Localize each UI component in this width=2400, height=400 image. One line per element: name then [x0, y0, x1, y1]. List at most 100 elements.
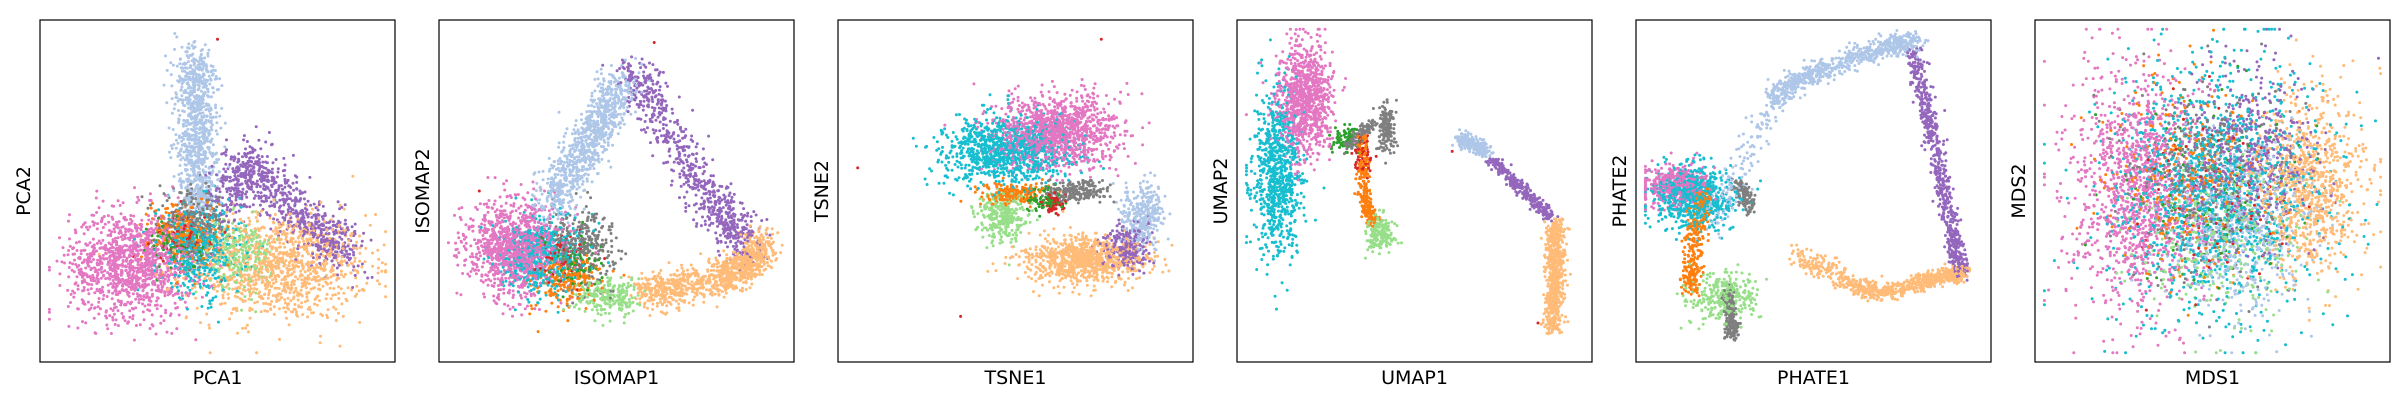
scatter-point: [189, 86, 193, 90]
scatter-point: [177, 246, 181, 250]
scatter-point: [281, 289, 285, 293]
scatter-point: [106, 233, 110, 237]
scatter-point: [222, 167, 226, 171]
scatter-point: [131, 292, 135, 296]
scatter-point: [187, 222, 191, 226]
scatter-point: [298, 192, 302, 196]
scatter-point: [174, 91, 178, 95]
scatter-point: [105, 323, 109, 327]
scatter-point: [213, 77, 217, 81]
scatter-point: [284, 259, 288, 263]
scatter-point: [258, 262, 262, 266]
scatter-point: [296, 236, 300, 240]
scatter-point: [116, 309, 120, 313]
scatter-point: [248, 309, 252, 312]
scatter-point: [286, 208, 290, 212]
scatter-point: [142, 295, 146, 299]
scatter-point: [147, 228, 151, 231]
scatter-point: [126, 228, 130, 232]
scatter-point: [364, 214, 368, 217]
scatter-point: [169, 250, 173, 254]
scatter-point: [133, 222, 137, 226]
scatter-point: [262, 302, 266, 305]
scatter-point: [227, 232, 231, 236]
scatter-point: [295, 214, 299, 218]
scatter-point: [277, 186, 281, 190]
scatter-point: [203, 133, 207, 137]
scatter-point: [256, 213, 260, 216]
scatter-point: [82, 232, 86, 236]
scatter-point: [324, 232, 328, 236]
scatter-point: [104, 277, 108, 281]
scatter-point: [102, 274, 105, 278]
scatter-point: [287, 264, 291, 268]
scatter-point: [276, 170, 280, 174]
scatter-point: [336, 311, 340, 315]
scatter-point: [181, 156, 185, 160]
scatter-point: [179, 66, 183, 70]
scatter-point: [230, 186, 234, 190]
scatter-point: [124, 230, 128, 234]
scatter-point: [350, 225, 354, 229]
scatter-point: [310, 260, 314, 264]
scatter-point: [335, 266, 339, 270]
scatter-point: [226, 187, 230, 191]
scatter-point: [339, 273, 343, 277]
scatter-point: [231, 167, 235, 171]
scatter-point: [200, 197, 203, 201]
scatter-point: [290, 280, 294, 284]
scatter-point: [217, 178, 221, 181]
scatter-point: [279, 184, 283, 188]
scatter-point: [326, 242, 330, 245]
scatter-point: [114, 277, 118, 281]
scatter-point: [130, 219, 134, 223]
scatter-point: [288, 287, 292, 291]
scatter-point: [197, 156, 201, 160]
scatter-point: [268, 281, 271, 284]
scatter-point: [197, 148, 201, 152]
scatter-point: [71, 247, 75, 251]
scatter-point: [193, 279, 197, 283]
scatter-point: [194, 273, 198, 277]
scatter-point: [181, 62, 185, 66]
scatter-point: [277, 307, 281, 311]
scatter-point: [248, 219, 252, 223]
scatter-point: [92, 316, 96, 320]
scatter-point: [306, 199, 310, 203]
scatter-point: [134, 282, 138, 286]
scatter-point: [371, 264, 375, 268]
scatter-point: [184, 212, 188, 216]
scatter-point: [384, 262, 388, 266]
scatter-point: [169, 312, 173, 316]
scatter-point: [193, 150, 197, 154]
scatter-point: [192, 233, 195, 236]
scatter-point: [212, 287, 216, 291]
scatter-point: [82, 260, 86, 264]
scatter-point: [330, 259, 334, 263]
scatter-point: [250, 187, 253, 191]
scatter-point: [278, 206, 281, 210]
scatter-point: [279, 292, 283, 296]
scatter-point: [227, 287, 231, 291]
scatter-point: [307, 282, 311, 286]
scatter-point: [127, 222, 131, 225]
scatter-point: [113, 230, 117, 234]
scatter-point: [165, 241, 169, 245]
scatter-point: [178, 261, 182, 265]
scatter-point: [246, 183, 250, 187]
scatter-point: [308, 243, 312, 247]
scatter-point: [134, 258, 138, 262]
scatter-point: [316, 208, 320, 212]
scatter-point: [340, 205, 344, 209]
scatter-point: [223, 301, 227, 305]
scatter-point: [325, 313, 329, 317]
scatter-point: [241, 155, 244, 159]
scatter-point: [198, 216, 202, 220]
scatter-point: [244, 326, 248, 330]
scatter-point: [376, 271, 380, 275]
scatter-point: [207, 131, 211, 135]
scatter-point: [171, 63, 175, 67]
scatter-point: [292, 246, 296, 250]
scatter-point: [256, 219, 259, 223]
scatter-point: [184, 277, 188, 281]
